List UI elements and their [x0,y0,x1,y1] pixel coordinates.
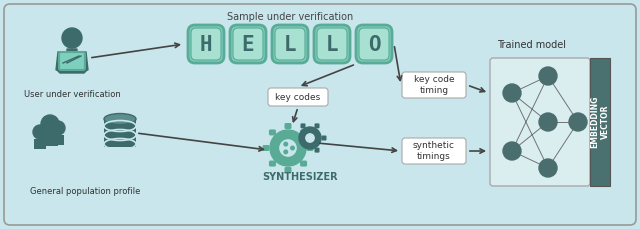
Bar [590,58,610,186]
Circle shape [539,113,557,131]
FancyBboxPatch shape [272,25,308,63]
Text: synthetic
timings: synthetic timings [413,141,455,161]
Circle shape [284,150,287,154]
FancyBboxPatch shape [307,145,314,151]
Text: H: H [200,35,212,55]
FancyBboxPatch shape [321,136,326,141]
Bar [104,119,136,147]
FancyBboxPatch shape [301,148,305,153]
Text: L: L [326,35,339,55]
FancyBboxPatch shape [314,123,319,128]
FancyBboxPatch shape [4,4,636,225]
Circle shape [299,127,321,149]
FancyBboxPatch shape [233,28,263,60]
FancyBboxPatch shape [285,123,291,129]
Circle shape [306,134,314,142]
FancyBboxPatch shape [269,129,276,135]
Text: key codes: key codes [275,93,321,101]
Text: Sample under verification: Sample under verification [227,12,353,22]
FancyBboxPatch shape [317,28,347,60]
Text: User under verification: User under verification [24,90,120,99]
FancyBboxPatch shape [294,136,298,141]
Text: key code
timing: key code timing [413,75,454,95]
Text: L: L [284,35,296,55]
FancyBboxPatch shape [314,148,319,153]
FancyBboxPatch shape [359,28,389,60]
FancyBboxPatch shape [230,25,266,63]
FancyBboxPatch shape [262,145,269,151]
Bar [42,133,58,146]
Circle shape [41,115,59,133]
Circle shape [280,140,296,156]
FancyBboxPatch shape [356,25,392,63]
Circle shape [284,142,287,146]
Text: O: O [368,35,380,55]
FancyBboxPatch shape [59,52,85,70]
FancyBboxPatch shape [402,72,466,98]
FancyBboxPatch shape [269,161,276,166]
FancyBboxPatch shape [402,138,466,164]
Text: EMBEDDING
VECTOR: EMBEDDING VECTOR [590,96,610,148]
FancyBboxPatch shape [301,123,305,128]
Text: Trained model: Trained model [497,40,566,50]
FancyBboxPatch shape [268,88,328,106]
Circle shape [291,146,294,150]
FancyBboxPatch shape [314,25,350,63]
Circle shape [51,121,65,135]
Polygon shape [57,70,87,73]
Circle shape [503,142,521,160]
FancyBboxPatch shape [490,58,590,186]
FancyBboxPatch shape [275,28,305,60]
Ellipse shape [104,114,136,125]
Circle shape [539,159,557,177]
FancyBboxPatch shape [191,28,221,60]
Circle shape [270,130,306,166]
FancyBboxPatch shape [300,161,307,166]
FancyBboxPatch shape [300,129,307,135]
Circle shape [33,125,47,139]
Text: General population profile: General population profile [30,187,140,196]
FancyBboxPatch shape [188,25,224,63]
Polygon shape [56,49,88,70]
Circle shape [503,84,521,102]
Circle shape [62,28,82,48]
Bar [34,139,46,149]
Text: SYNTHESIZER: SYNTHESIZER [262,172,338,182]
Bar [52,135,64,145]
Circle shape [539,67,557,85]
Circle shape [569,113,587,131]
Text: E: E [242,35,254,55]
FancyBboxPatch shape [285,167,291,173]
